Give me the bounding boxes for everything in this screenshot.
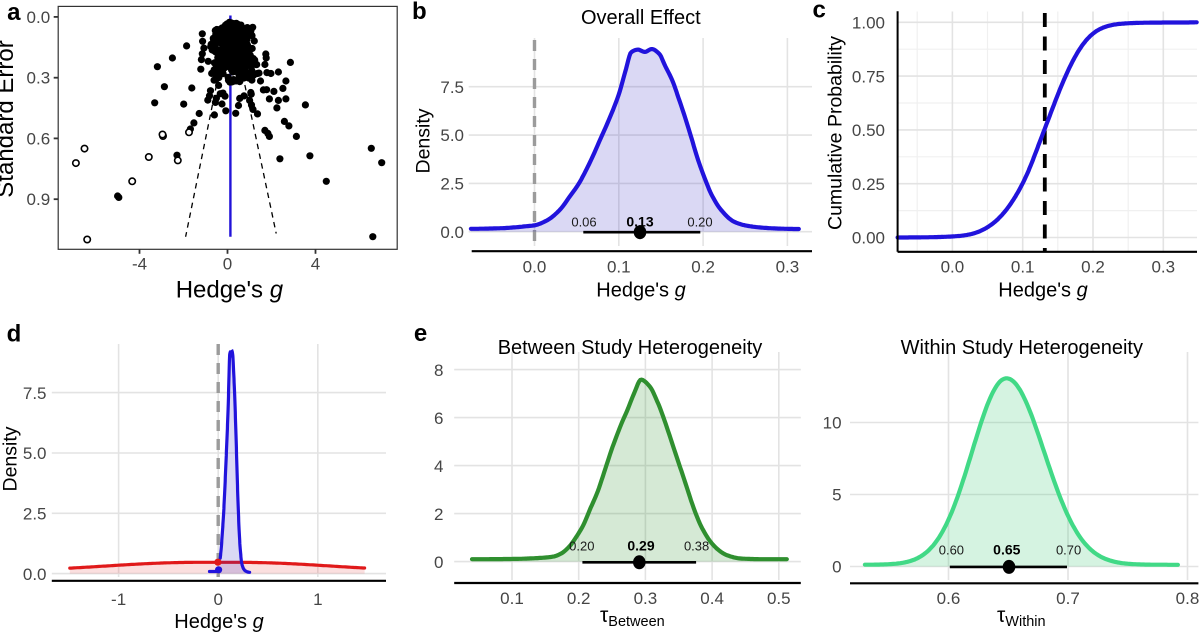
- svg-text:Density: Density: [0, 426, 22, 491]
- svg-text:0.25: 0.25: [852, 175, 885, 194]
- svg-text:0.65: 0.65: [993, 542, 1020, 558]
- svg-text:0.50: 0.50: [852, 121, 885, 140]
- svg-text:Overall Effect: Overall Effect: [581, 7, 701, 29]
- svg-text:0.9: 0.9: [27, 190, 51, 209]
- svg-text:0.2: 0.2: [1081, 258, 1105, 277]
- svg-text:0.6: 0.6: [27, 129, 51, 148]
- svg-text:0: 0: [434, 553, 443, 572]
- svg-text:0.8: 0.8: [1176, 589, 1200, 608]
- svg-text:0.06: 0.06: [571, 215, 596, 230]
- svg-text:0.75: 0.75: [852, 67, 885, 86]
- svg-text:7.5: 7.5: [23, 384, 47, 403]
- svg-text:c: c: [813, 0, 826, 24]
- svg-text:0.0: 0.0: [23, 565, 47, 584]
- svg-text:0.60: 0.60: [939, 543, 964, 558]
- svg-text:0.2: 0.2: [691, 258, 715, 277]
- svg-text:2: 2: [434, 505, 443, 524]
- svg-text:8: 8: [434, 361, 443, 380]
- svg-text:0.20: 0.20: [687, 215, 712, 230]
- svg-text:2.5: 2.5: [440, 175, 464, 194]
- svg-text:0.20: 0.20: [569, 539, 594, 554]
- svg-text:0.1: 0.1: [1011, 258, 1035, 277]
- svg-text:Hedge's g: Hedge's g: [176, 277, 284, 304]
- svg-text:6: 6: [434, 409, 443, 428]
- svg-text:0.0: 0.0: [523, 258, 547, 277]
- svg-text:Hedge's g: Hedge's g: [174, 611, 263, 633]
- svg-text:Density: Density: [413, 108, 435, 173]
- svg-text:5.0: 5.0: [440, 126, 464, 145]
- svg-text:0.0: 0.0: [440, 223, 464, 242]
- svg-text:Standard Error: Standard Error: [0, 40, 19, 197]
- svg-text:0: 0: [223, 254, 232, 273]
- svg-text:0.3: 0.3: [776, 258, 800, 277]
- svg-text:10: 10: [823, 414, 842, 433]
- svg-text:0.3: 0.3: [27, 69, 51, 88]
- svg-text:5: 5: [832, 486, 841, 505]
- svg-text:-4: -4: [132, 254, 147, 273]
- svg-text:0.0: 0.0: [27, 8, 51, 27]
- svg-text:0.5: 0.5: [767, 589, 791, 608]
- svg-text:4: 4: [311, 254, 320, 273]
- svg-text:0.0: 0.0: [941, 258, 965, 277]
- svg-text:4: 4: [434, 457, 443, 476]
- svg-text:Hedge's g: Hedge's g: [998, 279, 1087, 301]
- svg-text:0.29: 0.29: [627, 538, 654, 554]
- svg-text:0.70: 0.70: [1056, 543, 1081, 558]
- svg-text:0.13: 0.13: [626, 214, 653, 230]
- svg-text:d: d: [7, 320, 22, 347]
- svg-text:Hedge's g: Hedge's g: [596, 279, 685, 301]
- svg-text:2.5: 2.5: [23, 505, 47, 524]
- svg-text:0.3: 0.3: [1151, 258, 1175, 277]
- svg-text:0.6: 0.6: [937, 589, 961, 608]
- svg-text:1: 1: [313, 590, 322, 609]
- svg-text:-1: -1: [111, 590, 126, 609]
- svg-text:e: e: [414, 320, 427, 347]
- svg-text:0.00: 0.00: [852, 229, 885, 248]
- svg-text:b: b: [412, 0, 427, 25]
- svg-text:0.1: 0.1: [500, 589, 524, 608]
- svg-text:0.3: 0.3: [634, 589, 658, 608]
- svg-text:0.2: 0.2: [567, 589, 591, 608]
- svg-text:a: a: [7, 0, 21, 26]
- svg-text:0: 0: [213, 590, 222, 609]
- svg-text:0.7: 0.7: [1056, 589, 1080, 608]
- svg-text:Between Study Heterogeneity: Between Study Heterogeneity: [498, 337, 763, 359]
- svg-text:1.00: 1.00: [852, 14, 885, 33]
- svg-text:0.38: 0.38: [684, 539, 709, 554]
- svg-text:7.5: 7.5: [440, 78, 464, 97]
- svg-text:Cumulative Probability: Cumulative Probability: [825, 36, 847, 230]
- svg-text:0.4: 0.4: [700, 589, 724, 608]
- svg-text:0.1: 0.1: [607, 258, 631, 277]
- svg-text:Within Study Heterogeneity: Within Study Heterogeneity: [901, 337, 1143, 359]
- svg-text:0: 0: [832, 558, 841, 577]
- svg-text:5.0: 5.0: [23, 444, 47, 463]
